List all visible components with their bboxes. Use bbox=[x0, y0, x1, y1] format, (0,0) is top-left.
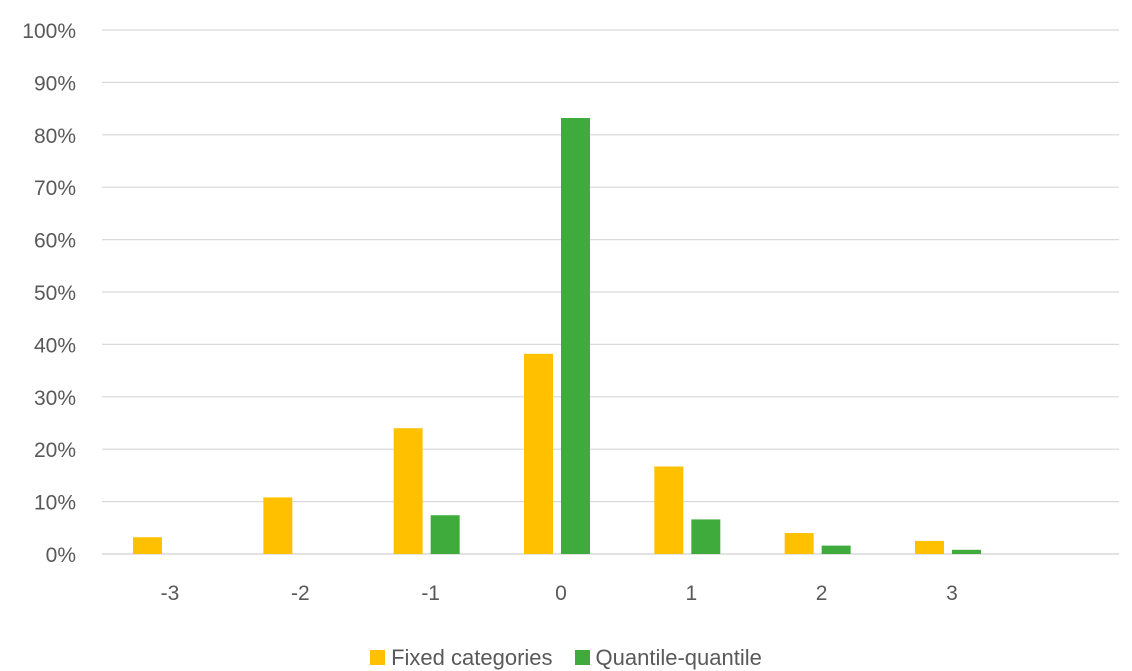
y-tick-label: 100% bbox=[22, 20, 76, 43]
legend-label-fixed-categories: Fixed categories bbox=[391, 644, 553, 670]
x-tick-label: -3 bbox=[161, 582, 180, 605]
y-tick-label: 50% bbox=[34, 282, 76, 305]
bar-quantile-quantile-2 bbox=[821, 545, 851, 554]
y-tick-label: 30% bbox=[34, 387, 76, 410]
bar-quantile-quantile--1 bbox=[430, 515, 460, 554]
bars bbox=[133, 118, 981, 555]
legend-swatch-quantile-quantile bbox=[574, 650, 590, 665]
legend-item-quantile-quantile: Quantile-quantile bbox=[574, 644, 762, 671]
bar-quantile-quantile-1 bbox=[691, 519, 721, 554]
x-axis-tick-labels: -3 -2 -1 0 1 2 3 bbox=[161, 582, 958, 605]
legend-item-fixed-categories: Fixed categories bbox=[370, 644, 553, 671]
bar-fixed-categories--1 bbox=[393, 428, 423, 554]
y-tick-label: 60% bbox=[34, 230, 76, 253]
bar-chart: 0% 10% 20% 30% 40% 50% 60% 70% 80% 90% 100% -3 -2 -1… bbox=[22, 20, 1119, 605]
x-tick-label: 0 bbox=[555, 582, 567, 605]
x-tick-label: 2 bbox=[816, 582, 828, 605]
y-tick-label: 0% bbox=[46, 544, 76, 567]
bar-fixed-categories--2 bbox=[263, 497, 293, 554]
bar-fixed-categories-0 bbox=[523, 353, 553, 554]
bar-fixed-categories-1 bbox=[654, 466, 684, 554]
x-tick-label: 1 bbox=[685, 582, 697, 605]
legend: Fixed categories Quantile-quantile bbox=[0, 644, 1132, 671]
bar-quantile-quantile-0 bbox=[560, 118, 590, 555]
legend-swatch-fixed-categories bbox=[370, 650, 386, 665]
x-tick-label: -2 bbox=[291, 582, 310, 605]
y-tick-label: 40% bbox=[34, 334, 76, 357]
x-tick-label: -1 bbox=[421, 582, 440, 605]
legend-label-quantile-quantile: Quantile-quantile bbox=[595, 644, 762, 670]
gridlines bbox=[102, 29, 1119, 555]
bar-fixed-categories-2 bbox=[784, 533, 814, 554]
bar-fixed-categories-3 bbox=[914, 540, 944, 554]
bar-fixed-categories--3 bbox=[133, 537, 162, 554]
y-tick-label: 20% bbox=[34, 439, 76, 462]
y-tick-label: 70% bbox=[34, 177, 76, 200]
y-tick-label: 90% bbox=[34, 72, 76, 95]
y-axis-tick-labels: 0% 10% 20% 30% 40% 50% 60% 70% 80% 90% 100% bbox=[22, 20, 76, 567]
y-tick-label: 80% bbox=[34, 125, 76, 148]
y-tick-label: 10% bbox=[34, 492, 76, 515]
bar-quantile-quantile-3 bbox=[951, 549, 981, 554]
x-tick-label: 3 bbox=[946, 582, 958, 605]
